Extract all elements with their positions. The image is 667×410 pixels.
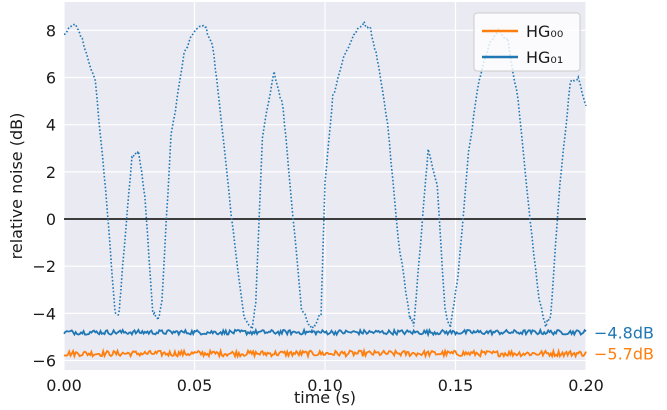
x-tick-label: 0.10 xyxy=(307,376,343,395)
legend: HG₀₀ HG₀₁ xyxy=(473,12,581,72)
y-tick-labels: −6 −4 −2 0 2 4 6 8 xyxy=(32,21,56,370)
legend-label-hg01: HG₀₁ xyxy=(526,48,563,67)
y-tick-label: −2 xyxy=(32,257,56,276)
x-tick-label: 0.15 xyxy=(438,376,474,395)
legend-label-hg00: HG₀₀ xyxy=(526,22,563,41)
x-tick-labels: 0.00 0.05 0.10 0.15 0.20 xyxy=(46,376,604,395)
x-axis-title: time (s) xyxy=(294,388,356,407)
end-labels: −4.8dB −5.7dB xyxy=(594,323,654,363)
y-tick-label: 2 xyxy=(46,163,56,182)
x-tick-label: 0.00 xyxy=(46,376,82,395)
y-tick-label: 6 xyxy=(46,68,56,87)
y-tick-label: 0 xyxy=(46,210,56,229)
y-tick-label: 4 xyxy=(46,116,56,135)
y-axis-title: relative noise (dB) xyxy=(7,113,26,260)
series-hg00-line xyxy=(63,347,587,360)
x-tick-label: 0.20 xyxy=(568,376,604,395)
y-tick-label: −4 xyxy=(32,304,56,323)
end-label-hg01: −4.8dB xyxy=(594,323,654,342)
y-tick-label: −6 xyxy=(32,352,56,371)
x-tick-label: 0.05 xyxy=(177,376,213,395)
y-tick-label: 8 xyxy=(46,21,56,40)
end-label-hg00: −5.7dB xyxy=(594,344,654,363)
series-hg01-line xyxy=(63,327,587,338)
